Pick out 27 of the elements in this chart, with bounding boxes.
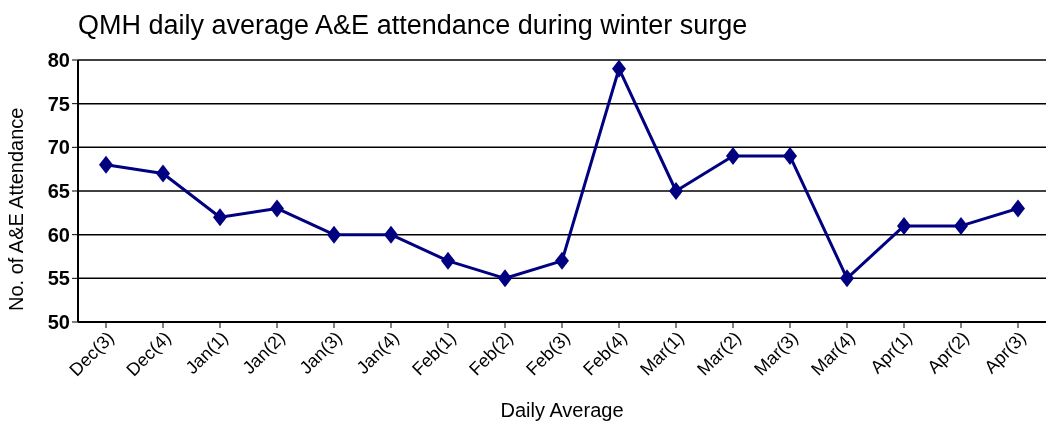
y-tick-label: 70 <box>47 136 70 159</box>
point <box>840 269 854 288</box>
y-axis-title: No. of A&E Attendance <box>5 107 28 311</box>
point <box>384 225 398 244</box>
point <box>954 216 968 235</box>
point <box>327 225 341 244</box>
y-tick-label: 50 <box>47 311 70 334</box>
x-axis-title: Daily Average <box>500 399 624 421</box>
point <box>612 60 626 78</box>
point <box>555 251 569 270</box>
point <box>783 147 797 166</box>
y-tick-label: 60 <box>47 223 70 246</box>
y-tick-label: 80 <box>47 49 70 72</box>
point <box>156 164 170 183</box>
point <box>726 147 740 166</box>
point <box>213 208 227 227</box>
point <box>498 269 512 288</box>
point <box>270 199 284 218</box>
point <box>441 251 455 270</box>
point <box>1011 199 1025 218</box>
point <box>99 155 113 174</box>
point <box>897 216 911 235</box>
chart-title: QMH daily average A&E attendance during winter surge <box>78 10 748 41</box>
point <box>669 182 683 200</box>
y-tick-label: 55 <box>47 267 70 290</box>
y-tick-label: 75 <box>47 92 70 115</box>
y-tick-label: 65 <box>47 180 70 203</box>
